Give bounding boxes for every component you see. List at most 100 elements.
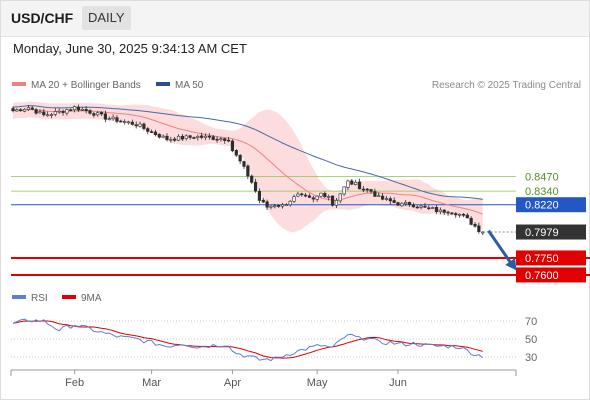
candle (473, 222, 477, 228)
candle (261, 197, 265, 204)
candle-body (111, 116, 115, 120)
candle-body (257, 190, 262, 201)
price-label-support: 0.7750 (516, 250, 586, 266)
candle (38, 109, 42, 114)
candle-body (196, 136, 200, 139)
candle-body (473, 223, 477, 227)
candle-body (261, 199, 265, 203)
candle (442, 209, 446, 215)
candle (200, 132, 204, 140)
candle-body (350, 180, 354, 185)
candle (53, 108, 57, 117)
candle-body (461, 214, 466, 216)
candle (373, 188, 377, 197)
candle-body (357, 181, 362, 190)
candle-body (323, 193, 327, 197)
candle-body (419, 205, 423, 208)
candle-body (26, 107, 31, 110)
candle-body (19, 109, 23, 112)
candle-body (173, 138, 177, 141)
candle-body (407, 202, 412, 205)
candle (30, 105, 34, 111)
candle-body (184, 135, 188, 139)
x-tick-mar: Mar (142, 377, 161, 389)
price-levels (11, 176, 590, 276)
candle (96, 111, 100, 117)
legend-ma20-label: MA 20 + Bollinger Bands (31, 80, 141, 91)
candle (311, 195, 315, 203)
candle-body (342, 186, 346, 195)
candle (73, 105, 77, 113)
candle-body (134, 124, 138, 127)
rsi-swatch (12, 295, 26, 300)
candle-body (15, 109, 19, 112)
candle-body (126, 121, 131, 124)
candle (153, 129, 158, 137)
candle (134, 121, 138, 129)
price-label-pivot: 0.8220 (516, 197, 586, 213)
candle (300, 192, 304, 197)
research-credit: Research © 2025 Trading Central (431, 80, 581, 91)
candle (99, 111, 104, 116)
candle (361, 186, 365, 193)
candle-body (477, 225, 481, 232)
candle-body (238, 154, 242, 162)
candle-body (242, 161, 246, 167)
candle-body (176, 135, 181, 141)
candle (80, 107, 84, 111)
candle (169, 136, 173, 143)
candle-body (192, 137, 196, 139)
chart-datetime: Monday, June 30, 2025 9:34:13 AM CET (13, 41, 247, 56)
candle (292, 194, 296, 203)
candle-body (203, 135, 208, 138)
candle (319, 192, 323, 198)
candle-body (446, 211, 450, 214)
candle (234, 149, 238, 157)
candle (330, 195, 335, 207)
candle (22, 108, 27, 113)
candle-body (42, 111, 46, 116)
ma50-swatch (156, 82, 170, 87)
candle (49, 112, 54, 119)
candle-body (142, 123, 146, 129)
candle-body (22, 109, 27, 112)
candle (392, 197, 396, 204)
candle (477, 222, 481, 234)
candle-body (84, 109, 88, 112)
candle-body (150, 131, 154, 133)
timeframe-button[interactable]: DAILY (82, 6, 131, 30)
candle (157, 133, 161, 139)
candle (230, 139, 235, 153)
candle (84, 106, 88, 114)
candle (42, 108, 46, 117)
candle (457, 213, 462, 218)
candle-body (311, 197, 315, 200)
candle-body (227, 139, 231, 142)
candle-body (307, 195, 312, 198)
candle (180, 133, 185, 142)
candle-body (115, 117, 119, 122)
candle-body (400, 203, 404, 207)
candle (103, 110, 107, 123)
candle (111, 114, 115, 121)
candle (415, 205, 419, 209)
candle (357, 178, 362, 190)
candle-body (219, 138, 223, 140)
candle (346, 179, 350, 191)
candle (250, 174, 254, 185)
candle-body (230, 140, 235, 152)
candle (384, 195, 389, 201)
candle-body (273, 205, 277, 208)
ma20-swatch (12, 82, 26, 87)
candle (76, 104, 81, 112)
candle (342, 186, 346, 196)
candle (284, 203, 288, 207)
candle-body (411, 204, 416, 208)
candle-body (315, 195, 319, 200)
candle (354, 179, 358, 186)
candle-body (338, 193, 342, 202)
candle-body (469, 218, 473, 225)
price-label-text: 0.8220 (525, 200, 559, 212)
price-label-text: 0.7600 (525, 270, 559, 282)
candle (150, 129, 154, 133)
